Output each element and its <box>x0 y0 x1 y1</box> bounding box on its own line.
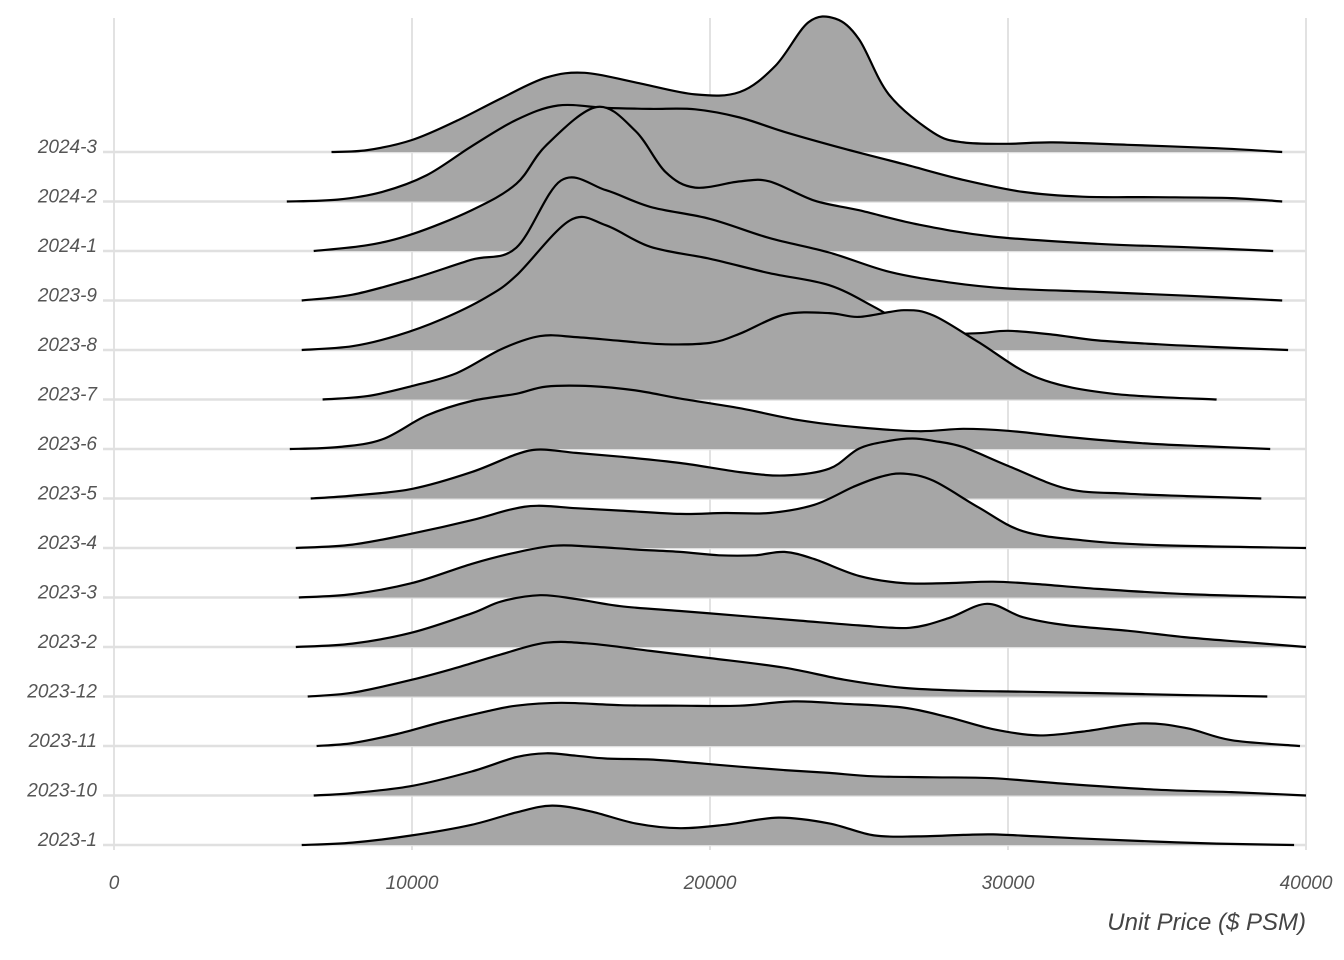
ridge-line-2024-2 <box>286 103 1283 203</box>
ridge-line-2023-12 <box>307 640 1268 698</box>
ridge-line-2023-7 <box>322 309 1217 401</box>
ridge-area-2023-3 <box>298 545 1306 598</box>
y-category-label: 2024-2 <box>37 187 98 208</box>
y-category-label: 2023-6 <box>37 434 98 455</box>
ridge-area-2023-4 <box>295 473 1306 548</box>
y-category-label: 2023-5 <box>37 484 98 505</box>
ridge-layer <box>286 15 1307 847</box>
ridge-line-2023-5 <box>310 437 1262 500</box>
x-tick-label: 10000 <box>386 873 439 894</box>
y-category-label: 2023-8 <box>37 335 98 356</box>
ridge-line-2023-10 <box>313 752 1307 797</box>
y-category-label: 2023-4 <box>37 533 97 554</box>
y-category-label: 2024-1 <box>37 236 97 257</box>
ridge-area-2023-8 <box>301 216 1289 350</box>
y-category-label: 2024-3 <box>37 137 98 158</box>
y-category-label: 2023-9 <box>37 286 98 307</box>
y-category-label: 2023-3 <box>37 583 98 604</box>
y-category-label: 2023-11 <box>28 731 97 752</box>
label-layer: 0 10000 20000 30000 40000 2023-1 2023-10 2023-1… <box>26 137 1333 894</box>
ridge-line-2024-1 <box>313 105 1274 253</box>
ridge-line-2023-8 <box>301 215 1289 352</box>
ridge-area-2023-5 <box>310 438 1262 499</box>
y-category-label: 2023-12 <box>26 682 97 703</box>
ridge-line-2023-6 <box>289 384 1271 451</box>
x-tick-label: 40000 <box>1280 873 1333 894</box>
ridge-area-2023-10 <box>313 753 1306 796</box>
y-category-label: 2023-1 <box>37 830 97 851</box>
y-category-label: 2023-2 <box>37 632 98 653</box>
ridge-line-2023-9 <box>301 176 1283 302</box>
ridge-line-2023-4 <box>295 472 1307 550</box>
ridge-line-2023-1 <box>301 804 1295 847</box>
x-axis-title: Unit Price ($ PSM) <box>1107 909 1306 936</box>
ridge-area-2023-11 <box>316 701 1301 746</box>
ridge-area-2024-3 <box>331 16 1283 153</box>
x-tick-label: 20000 <box>683 873 737 894</box>
ridge-area-2023-7 <box>322 310 1217 400</box>
y-category-label: 2023-10 <box>26 781 97 802</box>
x-tick-label: 0 <box>109 873 120 894</box>
y-category-label: 2023-7 <box>37 385 99 406</box>
ridge-line-2023-11 <box>316 700 1301 748</box>
x-tick-label: 30000 <box>982 873 1035 894</box>
ridge-line-2024-3 <box>331 15 1283 154</box>
ridge-area-2023-1 <box>301 805 1295 845</box>
ridge-line-2023-3 <box>298 544 1307 599</box>
ridge-line-2023-2 <box>295 594 1307 649</box>
